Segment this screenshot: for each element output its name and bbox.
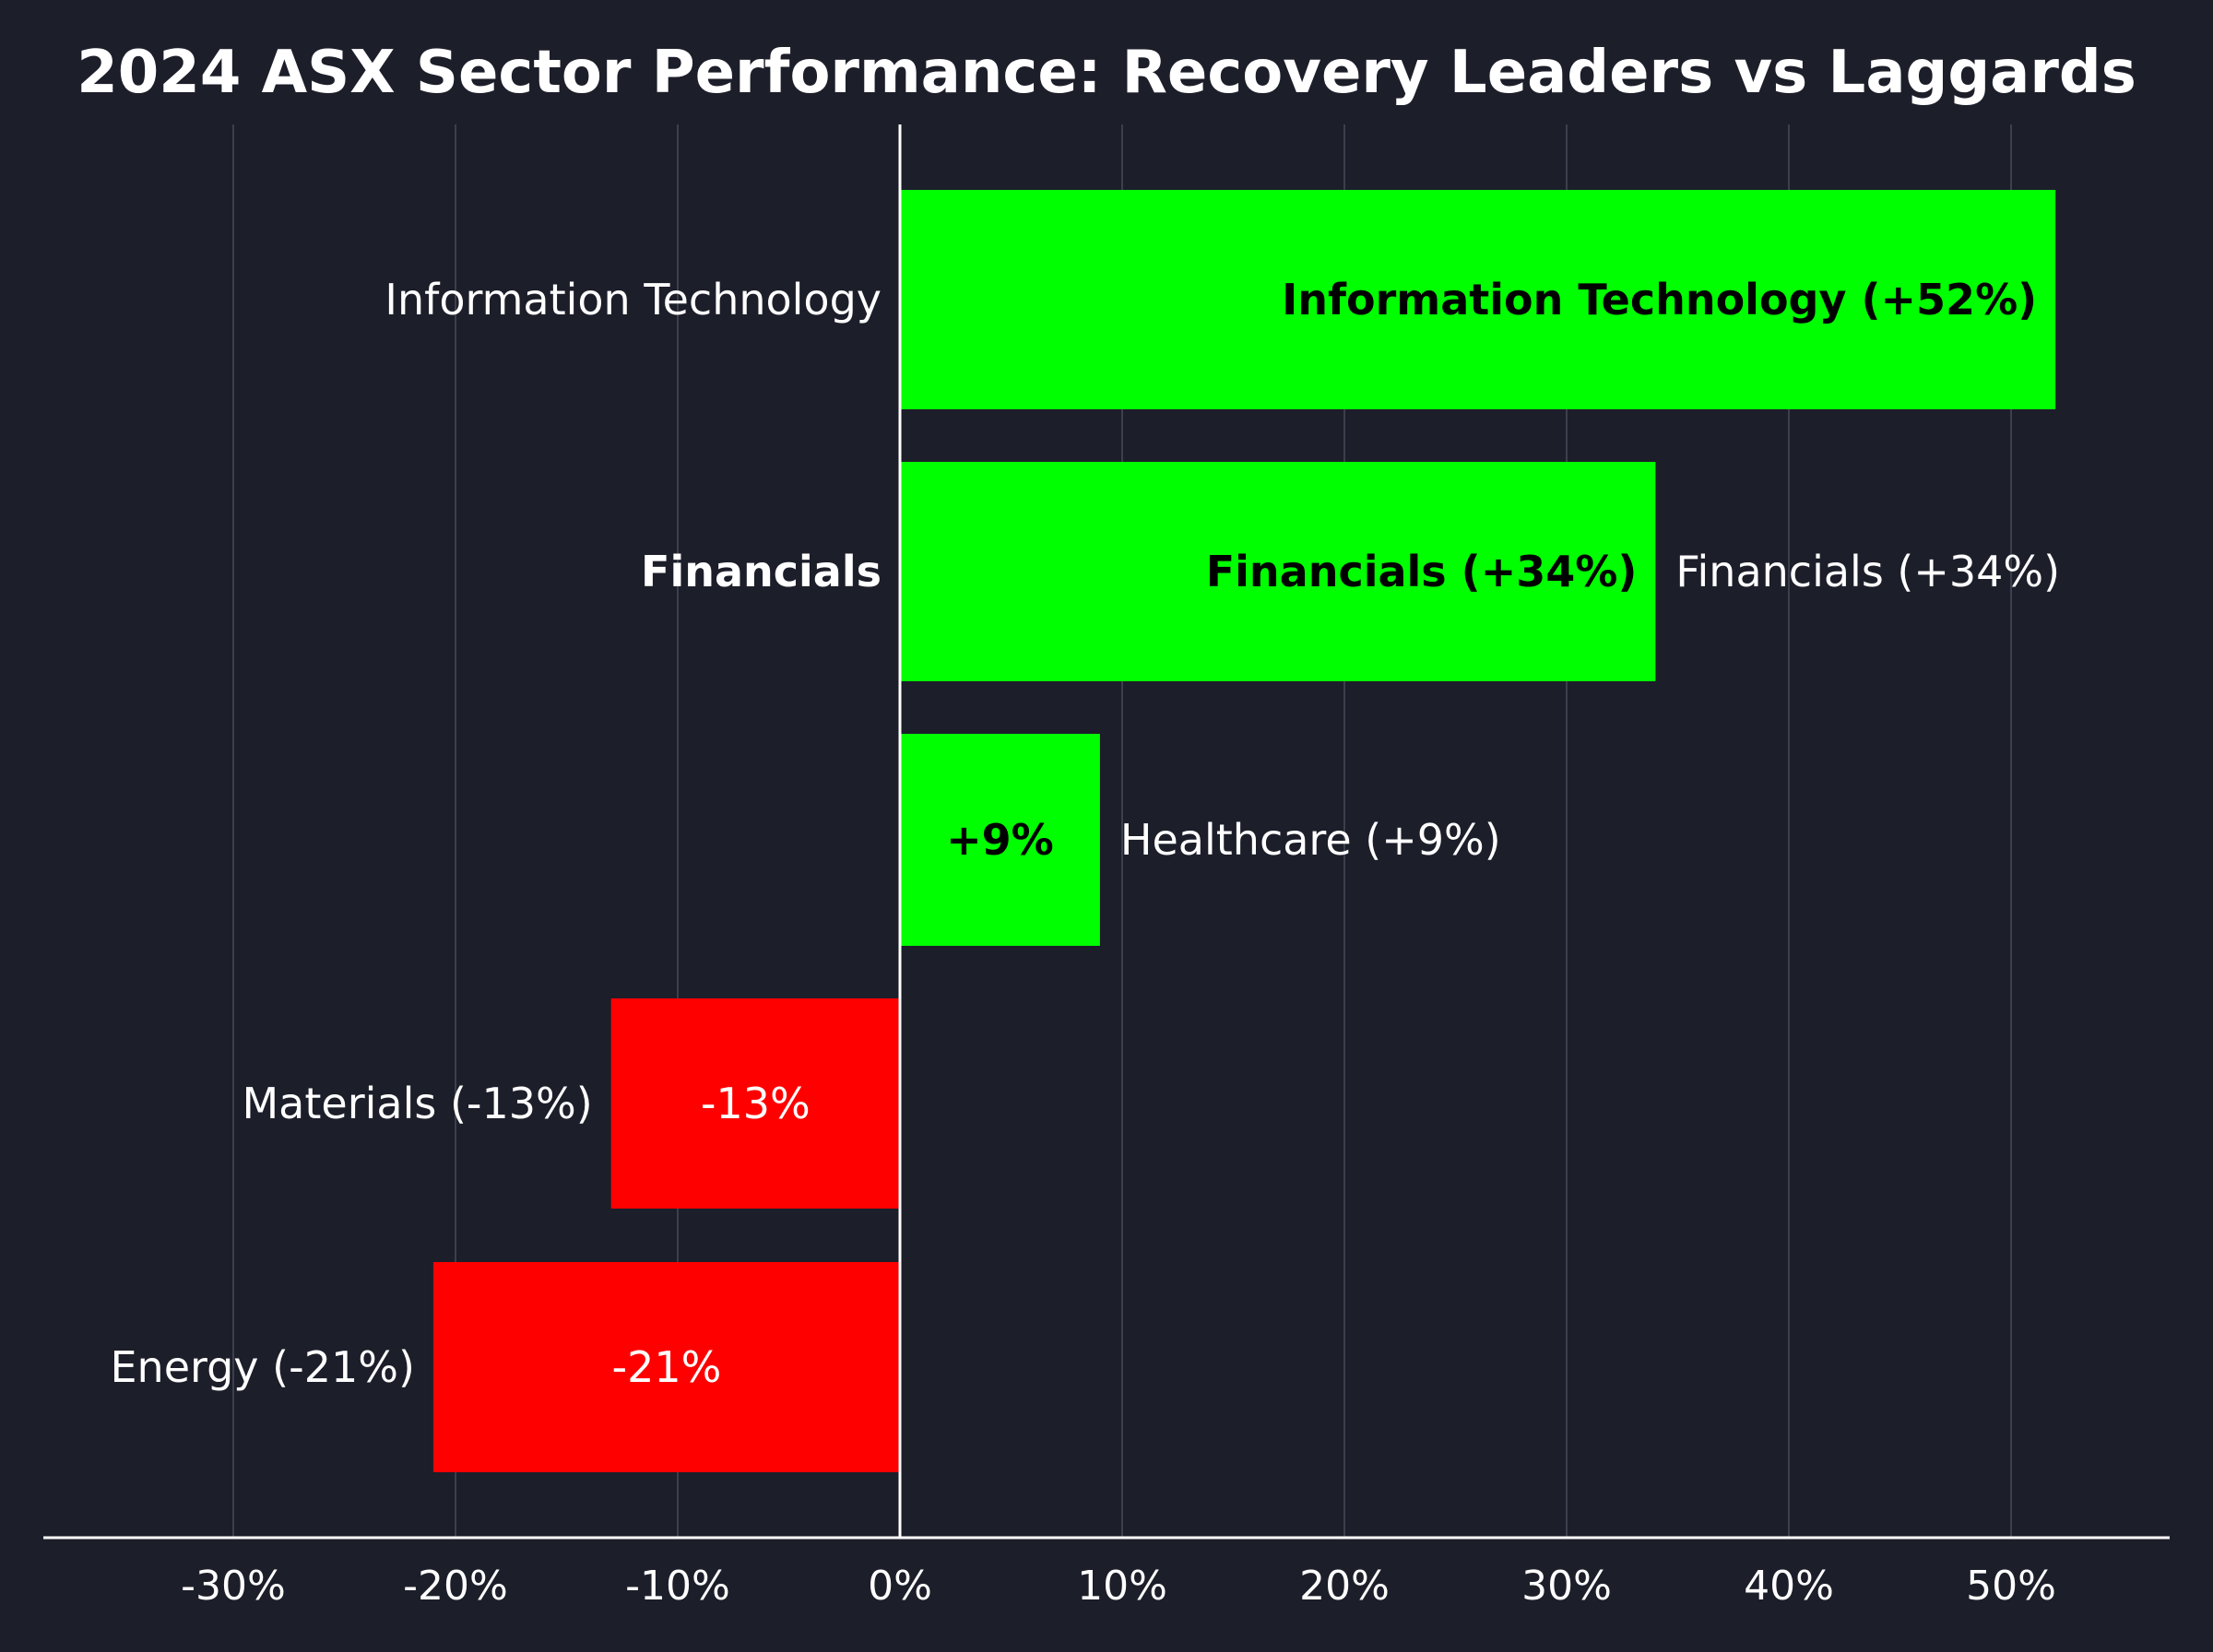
category-label: Information Technology: [385, 275, 882, 324]
bar-outside-label: Financials (+34%): [1675, 547, 2060, 596]
category-label: Financials: [641, 547, 882, 596]
bar-value-label: -21%: [612, 1342, 722, 1392]
x-tick-label: -10%: [625, 1563, 730, 1610]
x-tick-label: 10%: [1077, 1563, 1167, 1610]
axes: -30% -20% -10% 0% 10% 20% 30% 40% 50%: [43, 124, 2170, 1610]
x-tick-label: -30%: [181, 1563, 286, 1610]
bar-value-label: Information Technology (+52%): [1282, 275, 2037, 324]
bar-outside-label: Healthcare (+9%): [1120, 815, 1501, 865]
x-tick-label: 50%: [1966, 1563, 2056, 1610]
bar-value-label: Financials (+34%): [1206, 547, 1638, 596]
bar-information-technology: [900, 190, 2056, 409]
bar-materials: [610, 998, 900, 1209]
bar-outside-label: Energy (-21%): [110, 1342, 414, 1392]
bar-financials: [900, 462, 1656, 681]
bar-value-label: +9%: [946, 815, 1054, 865]
x-tick-label: 40%: [1744, 1563, 1834, 1610]
x-tick-label: -20%: [403, 1563, 508, 1610]
chart-title: 2024 ASX Sector Performance: Recovery Le…: [77, 39, 2136, 107]
x-tick-label: 0%: [868, 1563, 932, 1610]
x-tick-label: 30%: [1521, 1563, 1612, 1610]
bars: [432, 190, 2056, 1472]
bar-energy: [432, 1262, 900, 1472]
bar-healthcare: [900, 734, 1100, 946]
bar-outside-label: Materials (-13%): [242, 1079, 592, 1128]
x-tick-label: 20%: [1299, 1563, 1390, 1610]
labels: Information Technology (+52%) Information…: [110, 275, 2060, 1392]
bar-value-label: -13%: [701, 1079, 811, 1128]
